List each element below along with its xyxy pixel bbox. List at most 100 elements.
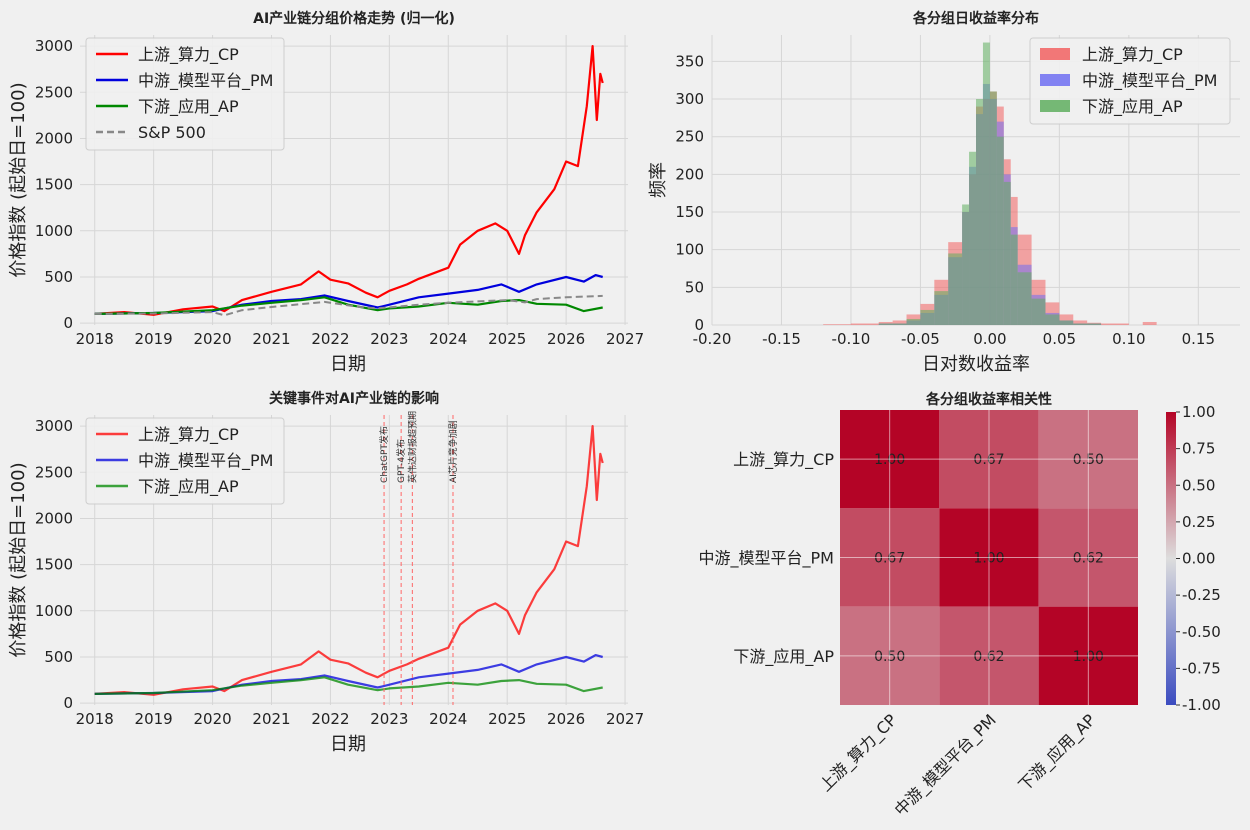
price-xtick-label: 2018 <box>76 330 114 348</box>
events-series-line <box>94 676 603 695</box>
hist-legend-swatch <box>1040 74 1070 86</box>
hist-legend-label: 上游_算力_CP <box>1082 45 1183 65</box>
corr-colorbar-label: 0.50 <box>1182 476 1215 494</box>
hist-ylabel: 频率 <box>648 162 669 198</box>
events-title: 关键事件对AI产业链的影响 <box>269 390 439 407</box>
event-label: AI芯片竞争加剧 <box>447 420 459 483</box>
price-xtick-label: 2019 <box>135 330 173 348</box>
corr-colorbar-label: 1.00 <box>1182 403 1215 421</box>
hist-bar <box>976 99 983 325</box>
hist-bar <box>1003 181 1011 325</box>
price-ytick-label: 3000 <box>35 37 73 55</box>
corr-colorbar-label: -0.25 <box>1182 586 1221 604</box>
hist-legend-swatch <box>1040 48 1070 60</box>
corr-row-label: 上游_算力_CP <box>733 450 834 470</box>
hist-ytick-label: 350 <box>675 52 704 70</box>
price-xtick-label: 2025 <box>488 330 526 348</box>
hist-legend-label: 下游_应用_AP <box>1082 97 1183 117</box>
events-xtick-label: 2021 <box>252 710 290 728</box>
hist-axes: -0.20 -0.15 -0.10 -0.05 0.00 0.05 0.10 0.15 0 50 1… <box>648 10 1240 375</box>
hist-bar <box>1073 323 1102 325</box>
hist-legend-frame <box>1029 37 1231 125</box>
events-xtick-label: 2018 <box>76 710 114 728</box>
hist-legend-label: 中游_模型平台_PM <box>1082 71 1217 91</box>
price-xtick-label: 2026 <box>547 330 585 348</box>
events-xtick-label: 2020 <box>193 710 231 728</box>
price-xtick-label: 2027 <box>606 330 644 348</box>
corr-col-label: 中游_模型平台_PM <box>891 710 1001 820</box>
events-xtick-label: 2024 <box>429 710 467 728</box>
events-xtick-label: 2025 <box>488 710 526 728</box>
price-axes: 2018 2019 2020 2021 2022 2023 2024 2025 2026 2027… <box>8 10 644 375</box>
events-xlabel: 日期 <box>330 734 366 755</box>
corr-colorbar <box>1166 412 1176 705</box>
corr-title: 各分组收益率相关性 <box>925 391 1052 408</box>
hist-xtick-label: -0.05 <box>901 330 940 348</box>
hist-bar <box>878 323 907 325</box>
price-xtick-label: 2021 <box>252 330 290 348</box>
events-ytick-label: 1000 <box>35 602 73 620</box>
price-legend-label: 上游_算力_CP <box>138 45 239 65</box>
price-series-line <box>94 296 603 315</box>
hist-xtick-label: 0.00 <box>973 330 1006 348</box>
price-ytick-label: 2500 <box>35 83 73 101</box>
events-legend-label: 上游_算力_CP <box>138 425 239 445</box>
price-xlabel: 日期 <box>330 354 366 375</box>
hist-bar <box>823 324 851 325</box>
hist-ytick-label: 300 <box>675 90 704 108</box>
hist-bar <box>1010 234 1018 325</box>
price-ytick-label: 1500 <box>35 176 73 194</box>
hist-ytick-label: 200 <box>675 165 704 183</box>
hist-bar <box>996 136 1004 325</box>
hist-bar <box>934 291 949 325</box>
hist-ytick-label: 50 <box>685 278 704 296</box>
price-ylabel: 价格指数 (起始日=100) <box>8 82 29 277</box>
corr-colorbar-label: -0.75 <box>1182 659 1221 677</box>
hist-ytick-label: 150 <box>675 203 704 221</box>
hist-ytick-label: 0 <box>694 316 704 334</box>
price-legend-label: 下游_应用_AP <box>138 97 239 117</box>
events-xtick-label: 2023 <box>370 710 408 728</box>
hist-bar <box>850 323 879 325</box>
price-legend-label: 中游_模型平台_PM <box>138 71 273 91</box>
hist-xtick-label: 0.10 <box>1112 330 1145 348</box>
hist-bar <box>1045 314 1060 325</box>
events-ytick-label: 0 <box>63 694 73 712</box>
price-legend-label: S&P 500 <box>138 123 206 142</box>
hist-bar <box>1101 323 1129 325</box>
events-legend-label: 下游_应用_AP <box>138 477 239 497</box>
event-label: 英伟达财报超预期 <box>406 411 418 483</box>
hist-bar <box>1031 298 1046 325</box>
events-ylabel: 价格指数 (起始日=100) <box>8 462 29 657</box>
hist-xtick-label: -0.20 <box>693 330 732 348</box>
events-ytick-label: 1500 <box>35 556 73 574</box>
price-ytick-label: 1000 <box>35 222 73 240</box>
corr-axes: 1.00 0.67 0.500.67 1.00 0.620.50 0.62 1.00上游_算… <box>699 391 1221 820</box>
hist-title: 各分组日收益率分布 <box>912 10 1039 27</box>
corr-colorbar-label: -0.50 <box>1182 623 1221 641</box>
price-xtick-label: 2020 <box>193 330 231 348</box>
hist-legend-swatch <box>1040 100 1070 112</box>
hist-ytick-label: 100 <box>675 241 704 259</box>
events-ytick-label: 2000 <box>35 509 73 527</box>
corr-col-label: 上游_算力_CP <box>816 710 902 796</box>
hist-bar <box>989 91 997 326</box>
events-xtick-label: 2027 <box>606 710 644 728</box>
price-xtick-label: 2023 <box>370 330 408 348</box>
hist-bar <box>1017 272 1032 325</box>
price-ytick-label: 0 <box>63 314 73 332</box>
corr-colorbar-label: 0.25 <box>1182 513 1215 531</box>
price-ytick-label: 500 <box>44 268 73 286</box>
events-xtick-label: 2019 <box>135 710 173 728</box>
price-xtick-label: 2024 <box>429 330 467 348</box>
hist-bar <box>1059 314 1074 325</box>
hist-bar <box>1073 320 1088 325</box>
corr-row-label: 中游_模型平台_PM <box>699 549 834 569</box>
hist-xtick-label: 0.15 <box>1182 330 1215 348</box>
events-axes: 2018 2019 2020 2021 2022 2023 2024 2025 2026 2027… <box>8 390 644 755</box>
price-series-line <box>94 294 603 317</box>
events-ytick-label: 3000 <box>35 417 73 435</box>
corr-colorbar-label: 0.00 <box>1182 550 1215 568</box>
hist-legend: 上游_算力_CP 中游_模型平台_PM 下游_应用_AP <box>1029 37 1231 125</box>
